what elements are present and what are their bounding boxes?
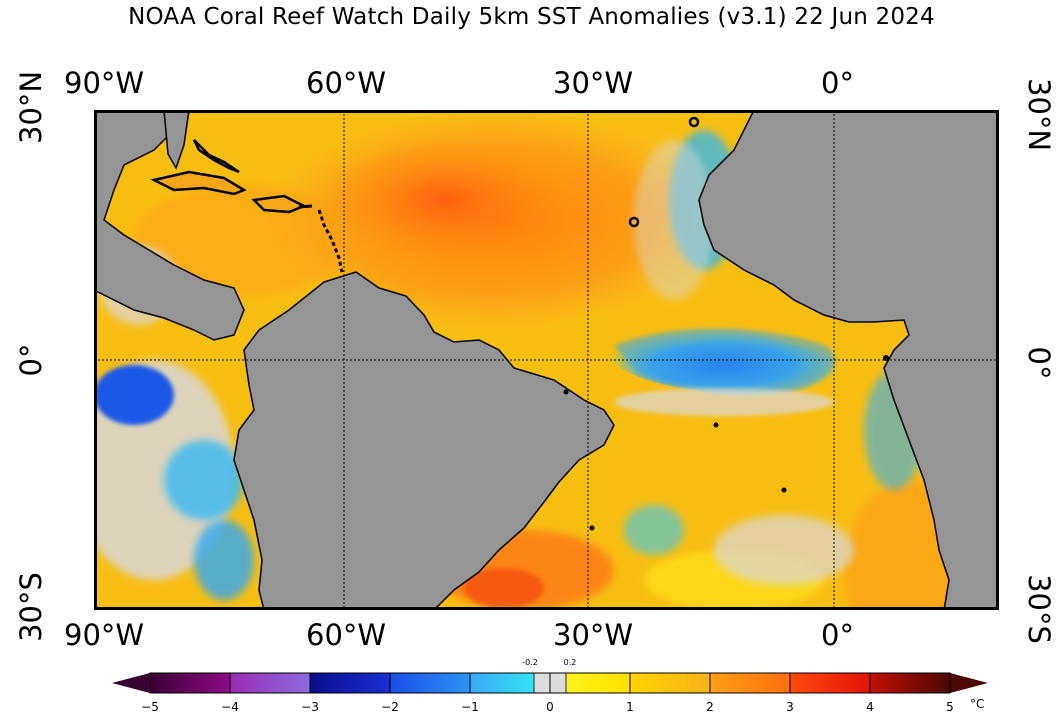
colorbar-tick-label: −4 bbox=[221, 700, 239, 714]
neutral-canary bbox=[634, 140, 714, 300]
land-central-america bbox=[94, 110, 245, 341]
cool-anomaly-pacific-lightblue bbox=[164, 440, 244, 520]
lon-label-top-30w: 30°W bbox=[553, 66, 634, 100]
lon-label-top-90w: 90°W bbox=[64, 66, 145, 100]
island-st-helena bbox=[781, 487, 787, 493]
warm-anomaly-core bbox=[324, 140, 564, 260]
lat-label-left-30s: 30°S bbox=[14, 572, 48, 642]
colorbar-segment bbox=[230, 673, 310, 693]
cool-anomaly-pacific-blue bbox=[94, 365, 174, 425]
warm-anomaly-south-brazil-core bbox=[464, 568, 544, 608]
colorbar-segment bbox=[390, 673, 470, 693]
cool-anomaly-south-east bbox=[714, 515, 854, 585]
island-cape-verde bbox=[628, 216, 640, 228]
colorbar-small-label: 0.2 bbox=[564, 658, 577, 667]
land-florida bbox=[163, 110, 190, 170]
cool-anomaly-south-patch bbox=[624, 505, 684, 555]
colorbar-tick-label: −1 bbox=[461, 700, 479, 714]
land-puerto-rico bbox=[298, 204, 313, 209]
lon-label-top-60w: 60°W bbox=[306, 66, 387, 100]
colorbar-min-arrow bbox=[112, 673, 150, 693]
colorbar-ticks: −5 −4 −3 −2 −1 0 1 2 3 4 5 -0.2 0.2 bbox=[141, 658, 954, 714]
island-fernando bbox=[563, 389, 569, 395]
colorbar-small-label: -0.2 bbox=[522, 658, 538, 667]
colorbar-segment bbox=[470, 673, 534, 693]
cold-tongue-edge bbox=[614, 328, 836, 394]
island-trindade bbox=[589, 525, 595, 531]
colorbar-tick-label: 0 bbox=[546, 700, 554, 714]
land-bahamas bbox=[192, 139, 240, 174]
colorbar-tick-label: 3 bbox=[786, 700, 794, 714]
colorbar-unit: °C bbox=[970, 697, 985, 711]
island-ascension bbox=[713, 422, 719, 428]
lat-label-left-30n: 30°N bbox=[14, 70, 48, 144]
lon-label-top-0: 0° bbox=[821, 66, 854, 100]
neutral-around-cold-tongue bbox=[614, 388, 834, 416]
land-south-america bbox=[233, 271, 615, 610]
lat-label-right-0: 0° bbox=[1022, 346, 1056, 380]
anomaly-colorbar: −5 −4 −3 −2 −1 0 1 2 3 4 5 -0.2 0.2 bbox=[112, 658, 988, 714]
island-canary bbox=[688, 116, 700, 128]
colorbar-segment bbox=[566, 673, 630, 693]
warm-anomaly-caribbean bbox=[134, 185, 354, 295]
cool-anomaly-pacific-lightblue2 bbox=[194, 520, 254, 600]
colorbar-tick-label: 4 bbox=[866, 700, 874, 714]
colorbar-segment bbox=[790, 673, 870, 693]
colorbar-tick-label: 1 bbox=[626, 700, 634, 714]
lat-label-right-30s: 30°S bbox=[1022, 574, 1056, 644]
colorbar-segment bbox=[630, 673, 710, 693]
colorbar-tick-label: 5 bbox=[946, 700, 954, 714]
colorbar-segment bbox=[870, 673, 950, 693]
lat-label-right-30n: 30°N bbox=[1022, 78, 1056, 152]
colorbar-ramp bbox=[112, 672, 988, 694]
lon-label-bottom-0: 0° bbox=[821, 618, 854, 652]
colorbar-segment bbox=[710, 673, 790, 693]
lon-label-bottom-60w: 60°W bbox=[306, 618, 387, 652]
colorbar-segment bbox=[310, 673, 390, 693]
colorbar-tick-label: −2 bbox=[381, 700, 399, 714]
map-title: NOAA Coral Reef Watch Daily 5km SST Anom… bbox=[128, 4, 935, 30]
land-lesser-antilles bbox=[317, 209, 344, 273]
lon-label-bottom-30w: 30°W bbox=[553, 618, 634, 652]
land-hispaniola bbox=[251, 194, 308, 214]
lon-label-bottom-90w: 90°W bbox=[64, 618, 145, 652]
colorbar-segment bbox=[150, 673, 230, 693]
land-africa bbox=[698, 110, 999, 610]
colorbar-tick-label: 2 bbox=[706, 700, 714, 714]
lat-label-left-0: 0° bbox=[14, 343, 48, 377]
colorbar-tick-label: −3 bbox=[301, 700, 319, 714]
sst-anomaly-map bbox=[94, 110, 999, 610]
colorbar-tick-label: −5 bbox=[141, 700, 159, 714]
land-cuba bbox=[150, 170, 247, 196]
colorbar-max-arrow bbox=[950, 673, 988, 693]
map-frame bbox=[94, 110, 999, 610]
